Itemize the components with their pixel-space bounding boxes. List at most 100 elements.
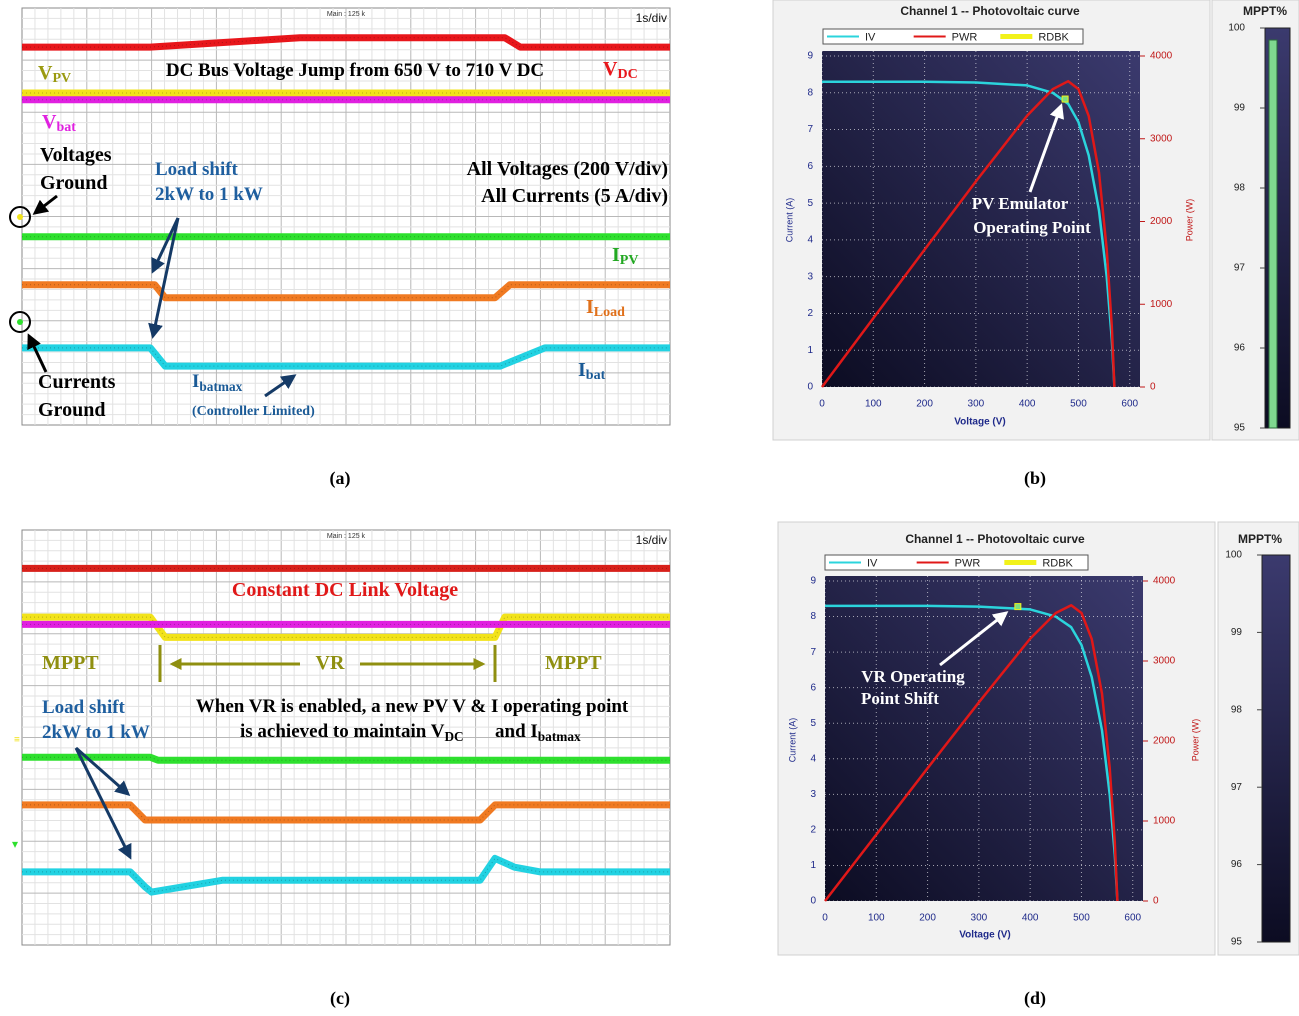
y-tick-label: 7 <box>807 124 813 135</box>
gauge-tick-label: 100 <box>1225 550 1242 561</box>
x-tick-label: 100 <box>865 399 882 410</box>
label-text: Currents <box>38 371 116 393</box>
y2-axis-label: Power (W) <box>1184 199 1194 242</box>
panel-label: (d) <box>1024 988 1046 1009</box>
gauge-tick-label: 97 <box>1231 782 1243 793</box>
gauge-title: MPPT% <box>1243 4 1287 18</box>
x-axis-label: Voltage (V) <box>959 930 1010 941</box>
annotation: VR <box>316 652 345 674</box>
timebase: 1s/div <box>636 533 667 547</box>
annotation: MPPT <box>545 652 602 674</box>
annotation: Constant DC Link Voltage <box>232 579 458 601</box>
panel-label: (a) <box>330 468 351 489</box>
subscript: DC <box>444 729 463 744</box>
annotation: (Controller Limited) <box>192 404 315 419</box>
label-text: (Controller Limited) <box>192 404 315 419</box>
y2-axis-label: Power (W) <box>1190 719 1200 762</box>
y-tick-label: 5 <box>810 718 816 729</box>
label-text: V <box>603 58 618 80</box>
y2-tick-label: 3000 <box>1150 133 1173 144</box>
x-tick-label: 400 <box>1022 913 1039 924</box>
y2-tick-label: 2000 <box>1153 736 1176 747</box>
annotation: MPPT <box>42 652 99 674</box>
label-text: I <box>578 359 586 381</box>
y-tick-label: 8 <box>807 87 813 98</box>
x-axis-label: Voltage (V) <box>954 417 1005 428</box>
gauge-title: MPPT% <box>1238 532 1282 546</box>
gauge-tick-label: 95 <box>1231 937 1243 948</box>
subscript: bat <box>56 120 76 135</box>
y-tick-label: 2 <box>810 825 816 836</box>
scope-header: Main : 125 k <box>327 533 366 540</box>
timebase: 1s/div <box>636 11 667 25</box>
annotation: Load shift <box>155 159 239 180</box>
gauge-tick-label: 98 <box>1234 183 1246 194</box>
legend-label: PWR <box>952 31 978 43</box>
y2-tick-label: 0 <box>1153 896 1159 907</box>
annotation: 2kW to 1 kW <box>42 722 150 743</box>
y-tick-label: 1 <box>807 345 813 356</box>
annotation: Ground <box>40 172 107 194</box>
gauge-tick-label: 98 <box>1231 704 1243 715</box>
x-tick-label: 100 <box>868 913 885 924</box>
y-tick-label: 0 <box>807 382 813 393</box>
y-tick-label: 4 <box>807 235 813 246</box>
gauge-track <box>1262 555 1290 942</box>
annotation: 2kW to 1 kW <box>155 184 263 205</box>
x-tick-label: 600 <box>1124 913 1141 924</box>
x-tick-label: 0 <box>822 913 828 924</box>
panel-label: (c) <box>330 988 350 1009</box>
label-text: V <box>38 62 53 84</box>
x-tick-label: 300 <box>971 913 988 924</box>
ground-marker <box>17 319 23 325</box>
subscript: batmax <box>538 729 581 744</box>
label-text: All Currents (5 A/div) <box>481 185 668 207</box>
label-text: Point Shift <box>861 689 939 708</box>
annotation: Ground <box>38 399 105 421</box>
legend-label: RDBK <box>1038 31 1069 43</box>
scope-header: Main : 125 k <box>327 11 366 18</box>
label-text: I <box>612 244 620 266</box>
chart-title: Channel 1 -- Photovoltaic curve <box>905 532 1085 546</box>
label-text: V <box>42 111 57 133</box>
label-text: Load shift <box>42 697 126 718</box>
y-axis-label: Current (A) <box>784 198 794 243</box>
subscript: batmax <box>199 379 242 394</box>
annotation: Currents <box>38 371 116 393</box>
y-tick-label: 3 <box>810 789 816 800</box>
annotation: DC Bus Voltage Jump from 650 V to 710 V … <box>166 60 544 81</box>
gauge-tick-label: 99 <box>1234 103 1246 114</box>
gauge-tick-label: 95 <box>1234 423 1246 434</box>
label-text: Ground <box>40 172 107 194</box>
label-text: Load shift <box>155 159 239 180</box>
y-axis-label: Current (A) <box>787 718 797 763</box>
y-tick-label: 7 <box>810 647 816 658</box>
label-text: I <box>586 296 594 318</box>
annotation: All Voltages (200 V/div) <box>467 158 668 180</box>
y-tick-label: 1 <box>810 860 816 871</box>
label-text: I <box>192 371 199 392</box>
label-text: MPPT <box>545 652 602 674</box>
legend-label: PWR <box>955 557 981 569</box>
annotation: Point Shift <box>861 689 939 708</box>
legend-label: IV <box>865 31 876 43</box>
plot-area <box>825 576 1143 901</box>
readback-point <box>1015 604 1021 610</box>
label-text: MPPT <box>42 652 99 674</box>
y2-tick-label: 3000 <box>1153 656 1176 667</box>
y-tick-label: 6 <box>810 682 816 693</box>
label-text: Constant DC Link Voltage <box>232 579 458 601</box>
gauge-tick-label: 99 <box>1231 627 1243 638</box>
gauge-tick-label: 97 <box>1234 263 1246 274</box>
y2-tick-label: 4000 <box>1153 576 1176 587</box>
figure: Main : 125 k1s/divVDCVPVVbatIPVILoadIbat… <box>0 0 1299 1016</box>
y2-tick-label: 1000 <box>1153 816 1176 827</box>
legend-label: RDBK <box>1042 557 1073 569</box>
subscript: PV <box>620 253 639 268</box>
annotation: VR Operating <box>861 667 965 686</box>
x-tick-label: 500 <box>1073 913 1090 924</box>
label-text: All Voltages (200 V/div) <box>467 158 668 180</box>
label-text: DC Bus Voltage Jump from 650 V to 710 V … <box>166 60 544 81</box>
y-tick-label: 0 <box>810 896 816 907</box>
gauge-tick-label: 96 <box>1234 343 1246 354</box>
